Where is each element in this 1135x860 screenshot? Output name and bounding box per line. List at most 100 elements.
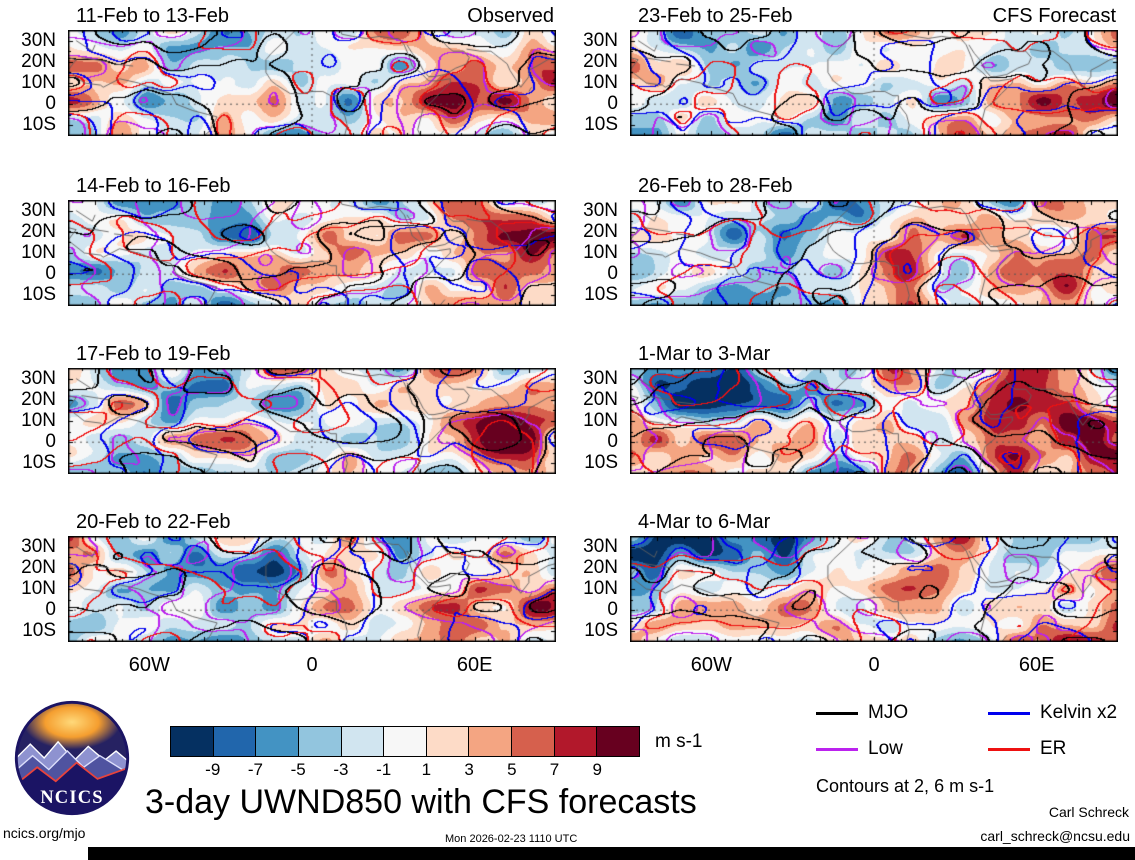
colorbar-cell bbox=[213, 727, 257, 756]
panel-title: 17-Feb to 19-Feb bbox=[76, 343, 231, 365]
y-axis-labels: 30N 20N 10N 0 10S bbox=[564, 200, 624, 306]
y-tick-label: 30N bbox=[583, 199, 618, 221]
y-tick-label: 0 bbox=[607, 599, 618, 621]
legend-item-mjo: MJO bbox=[816, 702, 908, 724]
panel-title: 4-Mar to 6-Mar bbox=[638, 511, 771, 533]
y-tick-label: 30N bbox=[21, 29, 56, 51]
legend-line-kelvin bbox=[988, 711, 1030, 715]
panel-observed-2: 14-Feb to 16-Feb 30N 20N 10N 0 10S bbox=[21, 175, 556, 306]
panel-forecast-2: 26-Feb to 28-Feb 30N 20N 10N 0 10S bbox=[583, 175, 1118, 306]
panel-title: 23-Feb to 25-Feb bbox=[638, 5, 793, 27]
x-axis-labels-left: 60W 0 60E bbox=[68, 654, 556, 680]
panel-title: 26-Feb to 28-Feb bbox=[638, 175, 793, 197]
legend-item-er: ER bbox=[988, 738, 1066, 760]
panel-forecast-3: 1-Mar to 3-Mar 30N 20N 10N 0 10S bbox=[583, 343, 1118, 474]
colorbar-cell bbox=[469, 727, 513, 756]
column-label-forecast: CFS Forecast bbox=[992, 5, 1116, 27]
panel-observed-4: 20-Feb to 22-Feb 30N 20N 10N 0 10S bbox=[21, 511, 556, 642]
colorbar-tick-label: -5 bbox=[290, 760, 306, 779]
y-tick-label: 10S bbox=[22, 114, 56, 136]
x-tick-label: 60E bbox=[456, 654, 493, 676]
panel-title: 20-Feb to 22-Feb bbox=[76, 511, 231, 533]
y-axis-labels: 30N 20N 10N 0 10S bbox=[564, 30, 624, 136]
y-tick-label: 0 bbox=[607, 431, 618, 453]
panel-title: 1-Mar to 3-Mar bbox=[638, 343, 771, 365]
legend-line-er bbox=[988, 747, 1030, 751]
y-axis-labels: 30N 20N 10N 0 10S bbox=[564, 368, 624, 474]
x-tick-label: 60W bbox=[128, 654, 170, 676]
y-tick-label: 10S bbox=[584, 284, 618, 306]
author-credit: Carl Schreck bbox=[1048, 804, 1129, 820]
x-tick-label: 60E bbox=[1018, 654, 1055, 676]
colorbar-cell bbox=[341, 727, 385, 756]
y-tick-label: 30N bbox=[583, 367, 618, 389]
legend-item-kelvin: Kelvin x2 bbox=[988, 702, 1117, 724]
colorbar-cell bbox=[426, 727, 470, 756]
y-axis-labels: 30N 20N 10N 0 10S bbox=[2, 200, 62, 306]
colorbar-tick-label: 1 bbox=[421, 760, 432, 779]
colorbar-tick-label: -9 bbox=[205, 760, 221, 779]
y-tick-label: 10N bbox=[21, 72, 56, 93]
y-tick-label: 10S bbox=[22, 620, 56, 642]
y-tick-label: 10S bbox=[22, 452, 56, 474]
y-tick-label: 10N bbox=[583, 72, 618, 93]
colorbar bbox=[170, 726, 640, 757]
panel-observed-1: 11-Feb to 13-Feb Observed 30N 20N 10N 0 10S bbox=[21, 5, 556, 136]
legend-label-kelvin: Kelvin x2 bbox=[1040, 702, 1118, 723]
colorbar-cell bbox=[554, 727, 598, 756]
map-canvas-forecast-1 bbox=[630, 30, 1118, 136]
map-canvas-forecast-3 bbox=[630, 368, 1118, 474]
column-label-observed: Observed bbox=[467, 5, 554, 27]
colorbar-tick-label: 7 bbox=[549, 760, 560, 779]
panel-title: 14-Feb to 16-Feb bbox=[76, 175, 231, 197]
y-tick-label: 10N bbox=[21, 410, 56, 431]
legend-label-mjo: MJO bbox=[868, 702, 909, 723]
colorbar-tick-label: 3 bbox=[464, 760, 474, 779]
logo-mountains bbox=[16, 702, 128, 814]
y-tick-label: 10N bbox=[583, 242, 618, 263]
y-tick-label: 20N bbox=[583, 556, 618, 578]
panel-title: 11-Feb to 13-Feb bbox=[76, 5, 230, 27]
y-tick-label: 20N bbox=[21, 220, 56, 242]
y-tick-label: 0 bbox=[607, 93, 618, 115]
colorbar-units-label: m s-1 bbox=[655, 731, 703, 752]
y-tick-label: 10S bbox=[584, 114, 618, 136]
contours-note: Contours at 2, 6 m s-1 bbox=[816, 776, 995, 796]
y-tick-label: 0 bbox=[45, 599, 56, 621]
y-tick-label: 20N bbox=[583, 50, 618, 72]
x-tick-label: 60W bbox=[690, 654, 732, 676]
legend-label-er: ER bbox=[1040, 738, 1067, 759]
colorbar-tick-label: -3 bbox=[333, 760, 349, 779]
ncics-logo: NCICS bbox=[14, 700, 130, 816]
footer-timestamp: Mon 2026-02-23 1110 UTC bbox=[445, 833, 578, 845]
panel-forecast-1: 23-Feb to 25-Feb CFS Forecast 30N 20N 10N 0… bbox=[583, 5, 1118, 136]
map-canvas-observed-2 bbox=[68, 200, 556, 306]
y-tick-label: 30N bbox=[21, 367, 56, 389]
colorbar-cell bbox=[298, 727, 342, 756]
colorbar-tick-labels: -9 -7 -5 -3 -1 1 3 5 7 9 bbox=[170, 760, 640, 780]
figure-title: 3-day UWND850 with CFS forecasts bbox=[145, 783, 697, 821]
y-tick-label: 30N bbox=[583, 535, 618, 557]
y-tick-label: 0 bbox=[607, 263, 618, 285]
map-canvas-observed-1 bbox=[68, 30, 556, 136]
panel-forecast-4: 4-Mar to 6-Mar 30N 20N 10N 0 10S bbox=[583, 511, 1118, 642]
colorbar-tick-label: -1 bbox=[376, 760, 392, 779]
logo-text: NCICS bbox=[40, 787, 104, 808]
footer-email: carl_schreck@ncsu.edu bbox=[980, 828, 1130, 844]
y-tick-label: 30N bbox=[21, 535, 56, 557]
map-canvas-observed-3 bbox=[68, 368, 556, 474]
y-tick-label: 30N bbox=[21, 199, 56, 221]
y-axis-labels: 30N 20N 10N 0 10S bbox=[2, 368, 62, 474]
y-tick-label: 0 bbox=[45, 93, 56, 115]
x-tick-label: 0 bbox=[868, 654, 880, 676]
y-tick-label: 10N bbox=[21, 578, 56, 599]
colorbar-cell bbox=[597, 727, 640, 756]
y-tick-label: 10S bbox=[22, 284, 56, 306]
map-canvas-observed-4 bbox=[68, 536, 556, 642]
panel-observed-3: 17-Feb to 19-Feb 30N 20N 10N 0 10S bbox=[21, 343, 556, 474]
y-tick-label: 30N bbox=[583, 29, 618, 51]
y-tick-label: 0 bbox=[45, 431, 56, 453]
y-axis-labels: 30N 20N 10N 0 10S bbox=[2, 536, 62, 642]
y-tick-label: 10N bbox=[583, 578, 618, 599]
